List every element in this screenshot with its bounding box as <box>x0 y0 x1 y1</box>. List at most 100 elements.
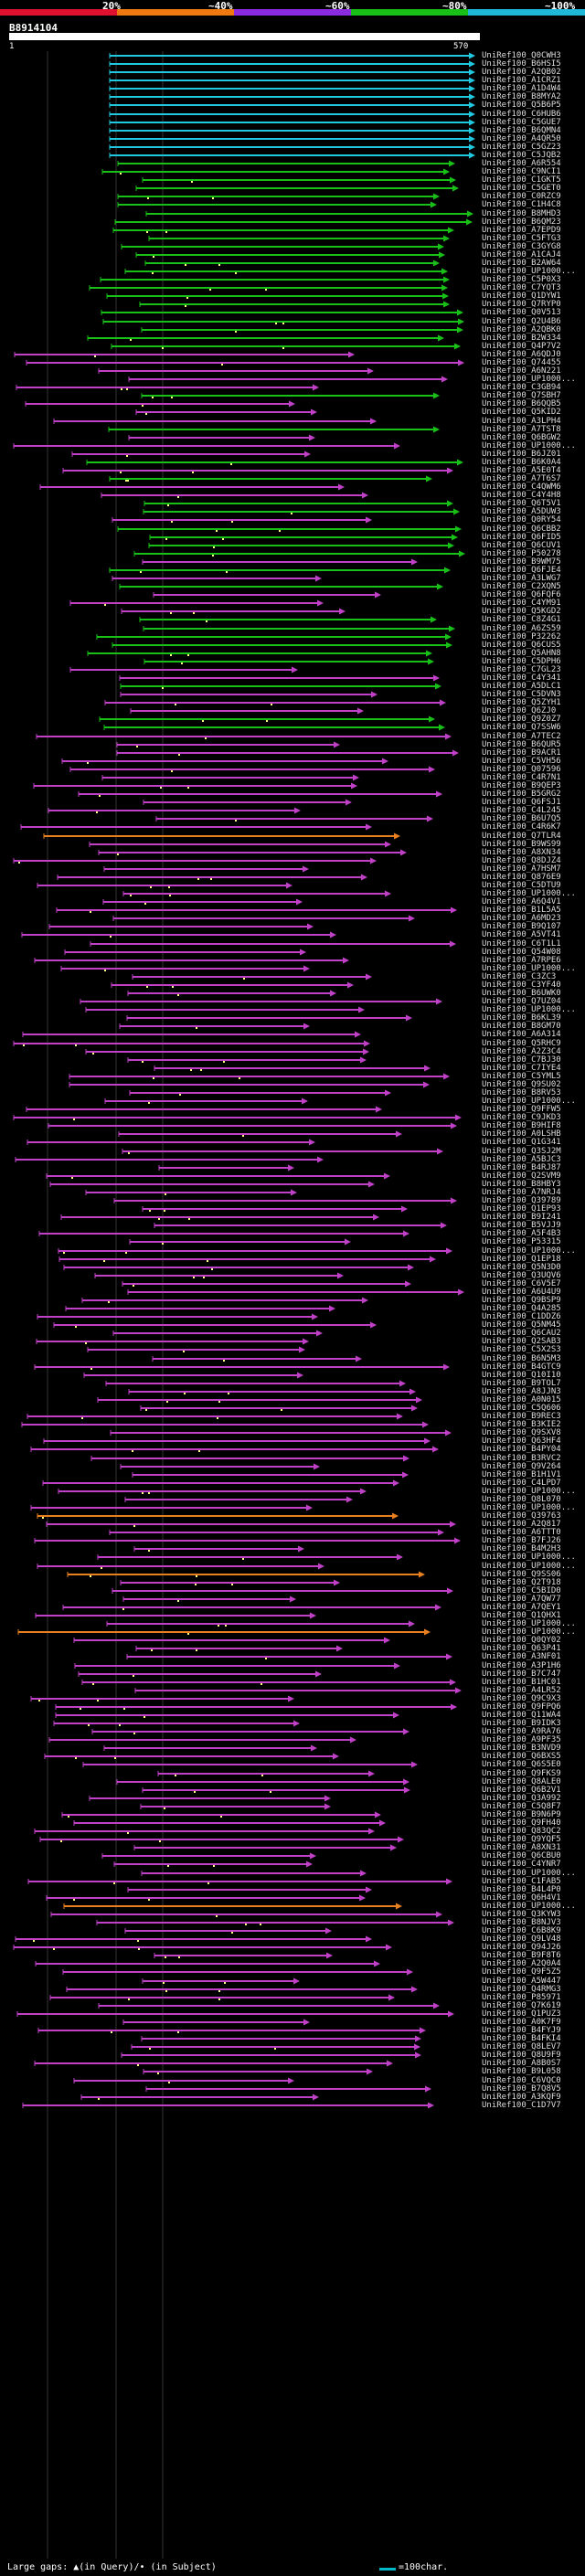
hit-row[interactable] <box>90 1455 410 1462</box>
hit-label[interactable]: UniRef100_Q10I10 <box>482 1371 561 1380</box>
hit-row[interactable] <box>116 741 340 748</box>
hit-row[interactable] <box>96 1919 454 1926</box>
hit-row[interactable] <box>109 567 451 574</box>
hit-row[interactable] <box>36 1338 309 1345</box>
hit-row[interactable] <box>16 2010 454 2018</box>
hit-row[interactable] <box>114 218 473 226</box>
hit-row[interactable] <box>53 1321 377 1329</box>
hit-row[interactable] <box>120 1463 320 1470</box>
hit-label[interactable]: UniRef100_C5Q606 <box>482 1404 561 1413</box>
hit-row[interactable] <box>39 483 345 491</box>
hit-row[interactable] <box>49 1181 375 1188</box>
hit-row[interactable] <box>86 459 463 466</box>
hit-row[interactable] <box>128 434 315 441</box>
hit-row[interactable] <box>89 841 391 848</box>
hit-label[interactable]: UniRef100_Q0CWH3 <box>482 51 561 60</box>
hit-label[interactable]: UniRef100_P85971 <box>482 1993 561 2002</box>
hit-row[interactable] <box>144 500 453 507</box>
hit-label[interactable]: UniRef100_B9F8T6 <box>482 1951 561 1960</box>
hit-label[interactable]: UniRef100_Q63HF4 <box>482 1436 561 1446</box>
hit-row[interactable] <box>122 1595 296 1603</box>
hit-row[interactable] <box>16 384 319 391</box>
hit-row[interactable] <box>141 2035 421 2042</box>
hit-label[interactable]: UniRef100_A2QBK0 <box>482 325 561 334</box>
hit-row[interactable] <box>134 1687 462 1694</box>
hit-label[interactable]: UniRef100_C1DDZ6 <box>482 1312 561 1321</box>
hit-label[interactable]: UniRef100_UP1000... <box>482 1869 576 1878</box>
hit-row[interactable] <box>103 724 445 731</box>
hit-row[interactable] <box>53 418 377 425</box>
hit-row[interactable] <box>143 2068 373 2075</box>
hit-row[interactable] <box>106 292 449 300</box>
hit-label[interactable]: UniRef100_B4FYJ9 <box>482 2026 561 2035</box>
hit-label[interactable]: UniRef100_B8HBY3 <box>482 1180 561 1189</box>
hit-label[interactable]: UniRef100_B9WM75 <box>482 557 561 567</box>
hit-row[interactable] <box>94 1272 344 1279</box>
hit-label[interactable]: UniRef100_C5DVN3 <box>482 690 561 699</box>
hit-row[interactable] <box>143 625 455 632</box>
hit-row[interactable] <box>85 1189 297 1196</box>
hit-row[interactable] <box>34 957 349 964</box>
hit-row[interactable] <box>109 119 475 126</box>
hit-label[interactable]: UniRef100_B9REC3 <box>482 1412 561 1421</box>
hit-label[interactable]: UniRef100_A6N221 <box>482 366 561 376</box>
hit-label[interactable]: UniRef100_B5VJJ9 <box>482 1221 561 1230</box>
hit-row[interactable] <box>87 1346 305 1353</box>
hit-label[interactable]: UniRef100_Q5ZYH1 <box>482 698 561 707</box>
hit-row[interactable] <box>48 1122 457 1129</box>
hit-row[interactable] <box>135 185 459 192</box>
hit-label[interactable]: UniRef100_A0K7F9 <box>482 2018 561 2027</box>
hit-label[interactable]: UniRef100_B4RJ87 <box>482 1163 561 1172</box>
hit-label[interactable]: UniRef100_Q1EP93 <box>482 1204 561 1214</box>
hit-row[interactable] <box>98 367 374 375</box>
hit-label[interactable]: UniRef100_C6VQC0 <box>482 2076 561 2085</box>
hit-row[interactable] <box>56 906 457 914</box>
hit-label[interactable]: UniRef100_C1D7V7 <box>482 2101 561 2110</box>
hit-label[interactable]: UniRef100_C8Z4G1 <box>482 615 561 624</box>
hit-row[interactable] <box>109 475 432 482</box>
hit-row[interactable] <box>113 1197 457 1204</box>
hit-label[interactable]: UniRef100_A8XN34 <box>482 848 561 857</box>
hit-label[interactable]: UniRef100_A7HSM7 <box>482 864 561 874</box>
hit-row[interactable] <box>128 376 448 383</box>
hit-label[interactable]: UniRef100_B2W334 <box>482 334 561 343</box>
hit-label[interactable]: UniRef100_A5E0T4 <box>482 466 561 475</box>
hit-label[interactable]: UniRef100_A7TEC2 <box>482 732 561 741</box>
hit-label[interactable]: UniRef100_A5W447 <box>482 1977 561 1986</box>
hit-label[interactable]: UniRef100_Q7RYP0 <box>482 300 561 309</box>
hit-row[interactable] <box>141 1870 367 1877</box>
hit-label[interactable]: UniRef100_Q9SXV8 <box>482 1428 561 1437</box>
hit-row[interactable] <box>113 1860 313 1868</box>
hit-label[interactable]: UniRef100_A2Z3C4 <box>482 1047 561 1056</box>
hit-row[interactable] <box>22 2102 434 2109</box>
hit-row[interactable] <box>13 1114 462 1121</box>
hit-label[interactable]: UniRef100_Q6BXS5 <box>482 1752 561 1761</box>
hit-row[interactable] <box>120 1579 340 1586</box>
hit-label[interactable]: UniRef100_C4R6K7 <box>482 822 561 832</box>
hit-row[interactable] <box>27 1413 403 1420</box>
hit-row[interactable] <box>133 1844 397 1851</box>
hit-row[interactable] <box>120 683 441 690</box>
hit-row[interactable] <box>112 915 415 922</box>
hit-label[interactable]: UniRef100_C4YNR7 <box>482 1860 561 1869</box>
hit-row[interactable] <box>121 2051 421 2059</box>
hit-label[interactable]: UniRef100_B8MYA2 <box>482 92 561 101</box>
hit-label[interactable]: UniRef100_A6QDJ0 <box>482 350 561 359</box>
hit-label[interactable]: UniRef100_Q6S5E0 <box>482 1760 561 1769</box>
hit-label[interactable]: UniRef100_B9WS99 <box>482 840 561 849</box>
hit-label[interactable]: UniRef100_UP1000... <box>482 441 576 451</box>
hit-label[interactable]: UniRef100_B3KIE2 <box>482 1420 561 1429</box>
hit-label[interactable]: UniRef100_B1H1V1 <box>482 1470 561 1479</box>
hit-label[interactable]: UniRef100_Q39763 <box>482 1511 561 1521</box>
hit-row[interactable] <box>37 1313 318 1320</box>
hit-row[interactable] <box>154 1065 431 1072</box>
hit-label[interactable]: UniRef100_B6K0A4 <box>482 458 561 467</box>
hit-label[interactable]: UniRef100_C5JQB2 <box>482 151 561 160</box>
hit-row[interactable] <box>120 691 378 698</box>
hit-label[interactable]: UniRef100_Q1QHX1 <box>482 1611 561 1620</box>
hit-row[interactable] <box>13 1040 370 1047</box>
hit-label[interactable]: UniRef100_C3YF40 <box>482 981 561 990</box>
hit-row[interactable] <box>100 276 450 283</box>
hit-label[interactable]: UniRef100_UP1000... <box>482 375 576 384</box>
hit-label[interactable]: UniRef100_C6V5E7 <box>482 1279 561 1288</box>
